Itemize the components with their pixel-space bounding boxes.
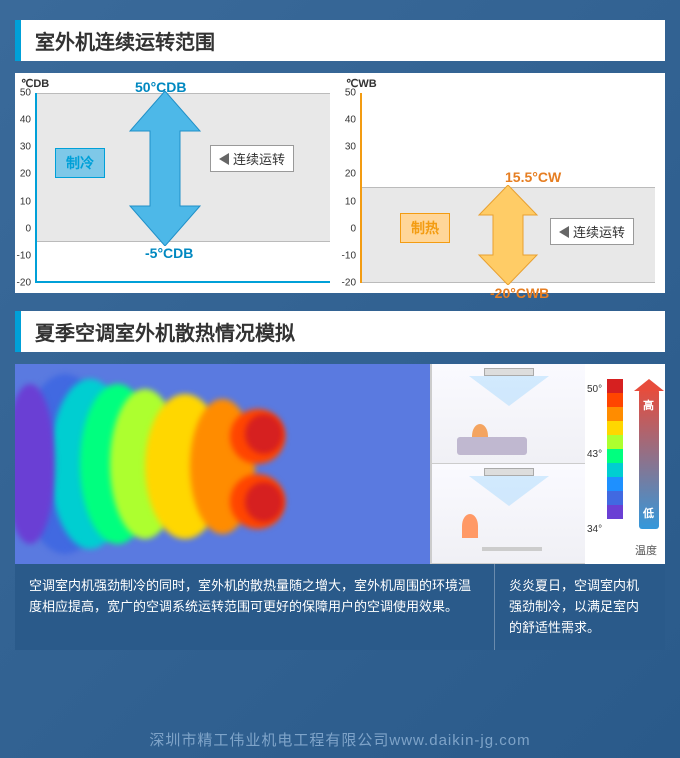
thermal-heatmap [15,364,430,564]
colorbar-segment [607,421,623,435]
colorbar-segment [607,505,623,519]
axis-tick: 50 [345,88,356,99]
axis-tick: 0 [350,223,356,234]
heatmap-section: 50° 43° 34° 高 低 温度 空调室内机强劲制冷的同时，室外机的散热量随之增… [15,364,665,650]
colorbar [607,379,623,519]
cool-callout: 连续运转 [210,145,294,172]
heat-mode-tag: 制热 [400,213,450,243]
axis-tick: 40 [20,115,31,126]
cooling-chart: ℃DB 50403020100-10-20 50°CDB -5°CDB 制冷 连… [15,73,340,293]
axis-tick: -10 [342,250,356,261]
heat-callout: 连续运转 [550,218,634,245]
axis-tick: 20 [345,169,356,180]
desc-right: 炎炎夏日，空调室内机强劲制冷，以满足室内的舒适性需求。 [495,564,665,650]
heatmap-blob [245,482,283,522]
section1-title: 室外机连续运转范围 [15,20,665,61]
axis-tick: 10 [20,196,31,207]
room-upper [432,364,585,464]
ac-unit-icon [484,368,534,376]
cool-xaxis [35,281,330,283]
axis-tick: -10 [17,250,31,261]
axis-tick: 20 [20,169,31,180]
sofa-icon [457,437,527,455]
cool-bottom-label: -5°CDB [145,245,193,261]
colorbar-segment [607,379,623,393]
heat-arrow-icon [475,185,541,285]
colorbar-segment [607,477,623,491]
legend-tick: 34° [587,524,602,535]
axis-tick: -20 [342,278,356,289]
rooms-illustration [430,364,585,564]
temp-unit-label: 温度 [635,542,657,558]
colorbar-segment [607,393,623,407]
ac-unit-icon [484,468,534,476]
section2-title: 夏季空调室外机散热情况模拟 [15,311,665,352]
high-label: 高 [643,397,654,413]
colorbar-segment [607,491,623,505]
axis-tick: 30 [20,142,31,153]
axis-tick: 50 [20,88,31,99]
person-icon [462,514,478,538]
heatmap-blob [245,414,283,454]
colorbar-segment [607,463,623,477]
axis-tick: -20 [17,278,31,289]
colorbar-segment [607,449,623,463]
cool-mode-tag: 制冷 [55,148,105,178]
axis-tick: 10 [345,196,356,207]
low-label: 低 [643,505,654,521]
airflow-icon [469,376,549,406]
room-lower [432,464,585,564]
temperature-legend: 50° 43° 34° 高 低 温度 [585,364,665,564]
table-icon [482,547,542,551]
watermark: 深圳市精工伟业机电工程有限公司www.daikin-jg.com [0,729,680,750]
axis-tick: 40 [345,115,356,126]
temp-gradient-arrow-icon: 高 低 [639,389,659,529]
colorbar-segment [607,407,623,421]
description-row: 空调室内机强劲制冷的同时，室外机的散热量随之增大，室外机周围的环境温度相应提高，… [15,564,665,650]
heat-top-label: 15.5°CW [505,169,561,185]
heating-chart: ℃WB 50403020100-10-20 15.5°CW -20°CWB 制热… [340,73,665,293]
heat-bottom-label: -20°CWB [490,285,549,301]
legend-tick: 50° [587,384,602,395]
axis-tick: 0 [25,223,31,234]
airflow-icon [469,476,549,506]
colorbar-segment [607,435,623,449]
axis-tick: 30 [345,142,356,153]
legend-tick: 43° [587,449,602,460]
cool-arrow-icon [125,91,205,246]
desc-left: 空调室内机强劲制冷的同时，室外机的散热量随之增大，室外机周围的环境温度相应提高，… [15,564,495,650]
operating-range-charts: ℃DB 50403020100-10-20 50°CDB -5°CDB 制冷 连… [15,73,665,293]
